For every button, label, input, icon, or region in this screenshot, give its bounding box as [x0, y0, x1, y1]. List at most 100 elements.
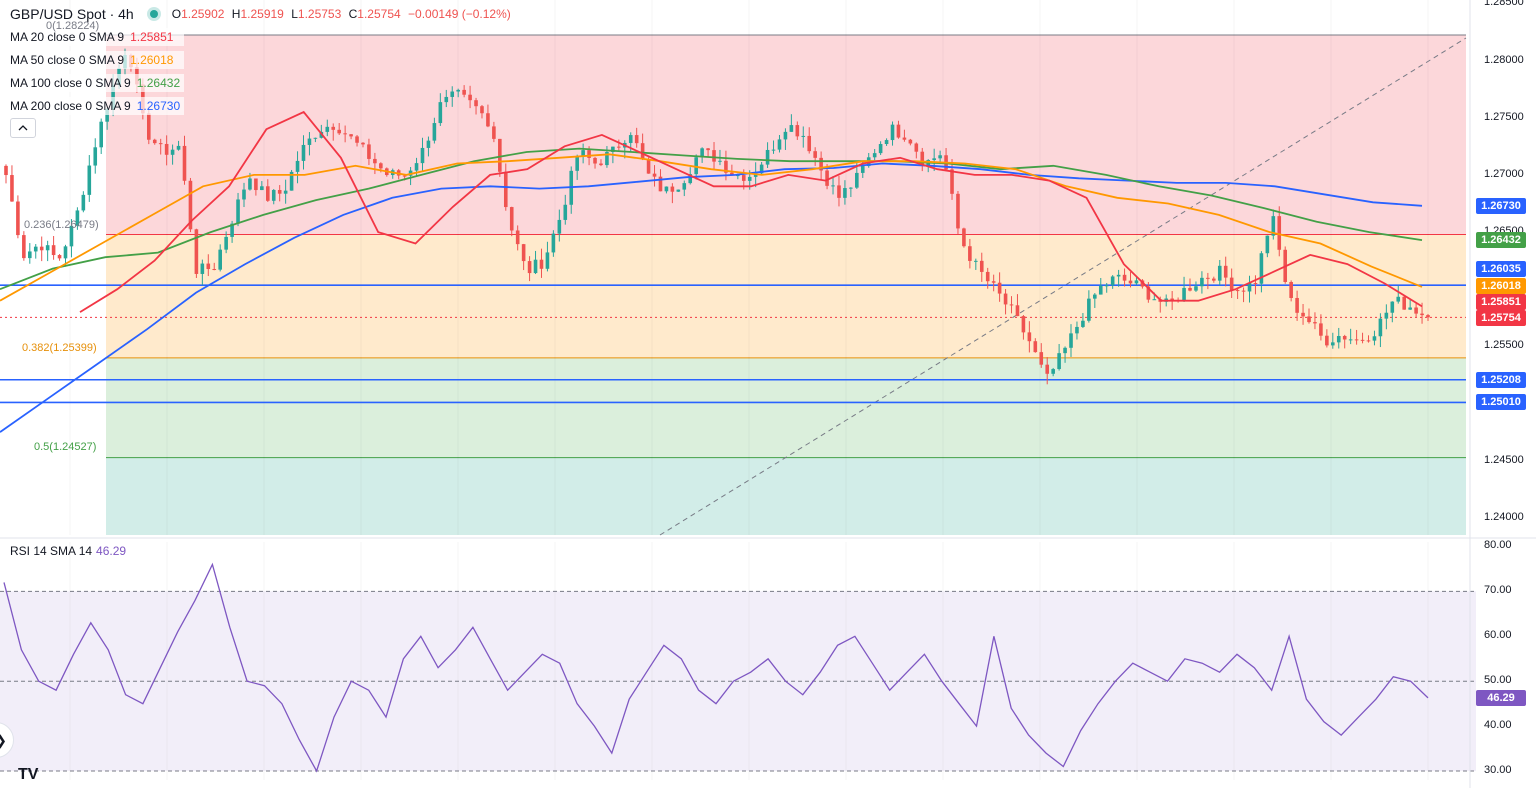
- candle-body: [712, 150, 716, 162]
- collapse-legend-button[interactable]: [10, 118, 36, 138]
- candle-body: [1325, 335, 1329, 346]
- price-axis-label: 1.24500: [1484, 453, 1524, 466]
- candle-body: [1087, 298, 1091, 321]
- candle-body: [855, 172, 859, 188]
- symbol-header: GBP/USD Spot · 4h O1.25902 H1.25919 L1.2…: [10, 6, 515, 22]
- candle-body: [331, 126, 336, 130]
- candle-body: [1051, 369, 1055, 374]
- candle-body: [45, 245, 50, 251]
- candle-body: [1378, 318, 1383, 337]
- candle-body: [158, 143, 163, 145]
- candle-body: [444, 96, 449, 103]
- tradingview-logo: TV: [18, 766, 39, 783]
- price-axis-label: 1.28000: [1484, 53, 1524, 66]
- candle-body: [777, 139, 782, 150]
- candle-body: [22, 235, 26, 259]
- candle-body: [379, 163, 383, 169]
- candle-body: [634, 135, 639, 144]
- candle-body: [486, 113, 490, 127]
- candle-body: [75, 210, 80, 226]
- candle-body: [789, 125, 794, 132]
- candle-body: [771, 149, 776, 151]
- indicator-ma50[interactable]: MA 50 close 0 SMA 9 1.26018: [6, 51, 185, 69]
- candle-body: [718, 160, 722, 162]
- candle-body: [503, 171, 508, 208]
- candle-body: [837, 185, 841, 198]
- rsi-axis-label: 40.00: [1484, 719, 1512, 732]
- fib-level-382: 0.382(1.25399): [22, 342, 97, 354]
- candle-body: [295, 160, 300, 172]
- candle-body: [1372, 336, 1377, 341]
- candle-body: [878, 144, 883, 154]
- candle-body: [16, 201, 20, 236]
- low-value: 1.25753: [297, 7, 342, 21]
- candle-body: [557, 219, 562, 234]
- fib-zone-50-618: [106, 457, 1466, 535]
- candle-body: [224, 236, 228, 250]
- candle-body: [1229, 277, 1234, 291]
- indicator-ma200[interactable]: MA 200 close 0 SMA 9 1.26730: [6, 97, 185, 115]
- symbol-title[interactable]: GBP/USD Spot · 4h: [10, 6, 134, 22]
- candle-body: [307, 138, 312, 145]
- candle-body: [1390, 301, 1395, 313]
- candle-body: [1217, 265, 1222, 281]
- candle-body: [99, 121, 103, 148]
- candle-body: [1188, 287, 1192, 291]
- candle-body: [1128, 280, 1133, 284]
- candle-body: [39, 246, 44, 251]
- candle-body: [325, 126, 330, 132]
- candle-body: [1235, 290, 1240, 292]
- candle-body: [206, 263, 211, 270]
- candle-body: [1241, 290, 1246, 292]
- candle-body: [652, 173, 657, 177]
- candle-body: [57, 255, 62, 259]
- candle-body: [527, 261, 532, 274]
- candle-body: [188, 180, 193, 230]
- candle-body: [1336, 335, 1341, 343]
- candle-body: [63, 246, 68, 259]
- candle-body: [682, 183, 687, 190]
- indicator-ma20[interactable]: MA 20 close 0 SMA 9 1.25851: [6, 28, 185, 46]
- rsi-line: [3, 562, 1429, 773]
- candle-body: [1033, 341, 1038, 353]
- price-tag: 1.25208: [1476, 372, 1526, 388]
- candle-body: [872, 153, 877, 158]
- candle-body: [164, 143, 169, 155]
- candle-body: [373, 158, 377, 164]
- candle-body: [825, 170, 829, 186]
- candle-body: [1253, 283, 1258, 285]
- ma200-line: [0, 162, 1423, 433]
- candle-body: [230, 223, 234, 237]
- price-axis-label: 1.25500: [1484, 339, 1524, 352]
- price-tag: 1.25010: [1476, 394, 1526, 410]
- candle-body: [1200, 277, 1204, 287]
- indicator-ma100[interactable]: MA 100 close 0 SMA 9 1.26432: [6, 74, 185, 92]
- price-tag: 1.26730: [1476, 198, 1526, 214]
- candle-body: [1182, 287, 1186, 301]
- candle-body: [27, 251, 32, 259]
- indicator-value: 1.26730: [136, 99, 181, 113]
- candle-body: [843, 188, 847, 198]
- candle-body: [1331, 342, 1335, 346]
- candle-body: [277, 189, 282, 194]
- candle-body: [551, 233, 556, 253]
- candle-body: [355, 136, 359, 143]
- candle-body: [10, 175, 14, 202]
- candle-body: [979, 260, 984, 272]
- candle-body: [1247, 283, 1252, 292]
- candle-body: [1146, 286, 1151, 300]
- rsi-legend[interactable]: RSI 14 SMA 14 46.29: [10, 544, 126, 558]
- candle-body: [801, 135, 806, 137]
- price-tag: 1.25754: [1476, 310, 1526, 326]
- candle-body: [283, 190, 288, 194]
- candle-body: [236, 199, 240, 224]
- candle-body: [105, 109, 109, 122]
- candle-body: [462, 89, 466, 95]
- candle-body: [260, 186, 264, 191]
- candle-body: [968, 246, 972, 261]
- candle-body: [1075, 326, 1079, 334]
- indicator-label: MA 50 close 0 SMA 9: [10, 53, 125, 67]
- candle-body: [450, 91, 455, 97]
- candle-body: [664, 186, 669, 192]
